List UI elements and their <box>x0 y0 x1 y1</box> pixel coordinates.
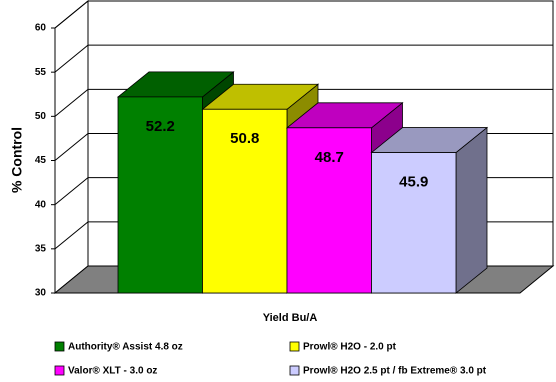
grid-line <box>54 88 89 117</box>
y-tick-label: 55 <box>35 67 47 78</box>
legend-label: Prowl® H2O - 2.0 pt <box>303 342 397 353</box>
legend-swatch <box>289 341 300 352</box>
y-tick-label: 35 <box>35 243 47 254</box>
y-tick-label: 40 <box>35 199 47 210</box>
data-label: 52.2 <box>146 118 175 135</box>
legend-label: Authority® Assist 4.8 oz <box>68 342 183 353</box>
legend-label: Valor® XLT - 3.0 oz <box>68 366 157 377</box>
legend-swatch <box>54 341 65 352</box>
legend-swatch <box>54 365 65 376</box>
grid-line <box>54 0 89 29</box>
grid-line <box>54 177 89 206</box>
bar <box>371 152 457 294</box>
data-label: 48.7 <box>315 149 344 166</box>
grid-line <box>54 44 89 73</box>
grid-line <box>54 221 89 250</box>
bar <box>286 127 372 294</box>
legend-label: Prowl® H2O 2.5 pt / fb Extreme® 3.0 pt <box>303 366 487 377</box>
legend-swatch <box>289 365 300 376</box>
x-category-label: Yield Bu/A <box>263 312 318 324</box>
y-tick-label: 45 <box>35 155 47 166</box>
bar <box>117 96 203 294</box>
data-label: 50.8 <box>230 130 259 147</box>
grid-line <box>54 133 89 161</box>
y-tick-label: 50 <box>35 111 47 122</box>
bar <box>202 108 288 294</box>
data-label: 45.9 <box>399 174 428 191</box>
y-tick-label: 60 <box>35 23 47 34</box>
y-axis-label: % Control <box>9 127 25 193</box>
bar-side <box>455 126 488 294</box>
y-tick-label: 30 <box>35 288 47 299</box>
